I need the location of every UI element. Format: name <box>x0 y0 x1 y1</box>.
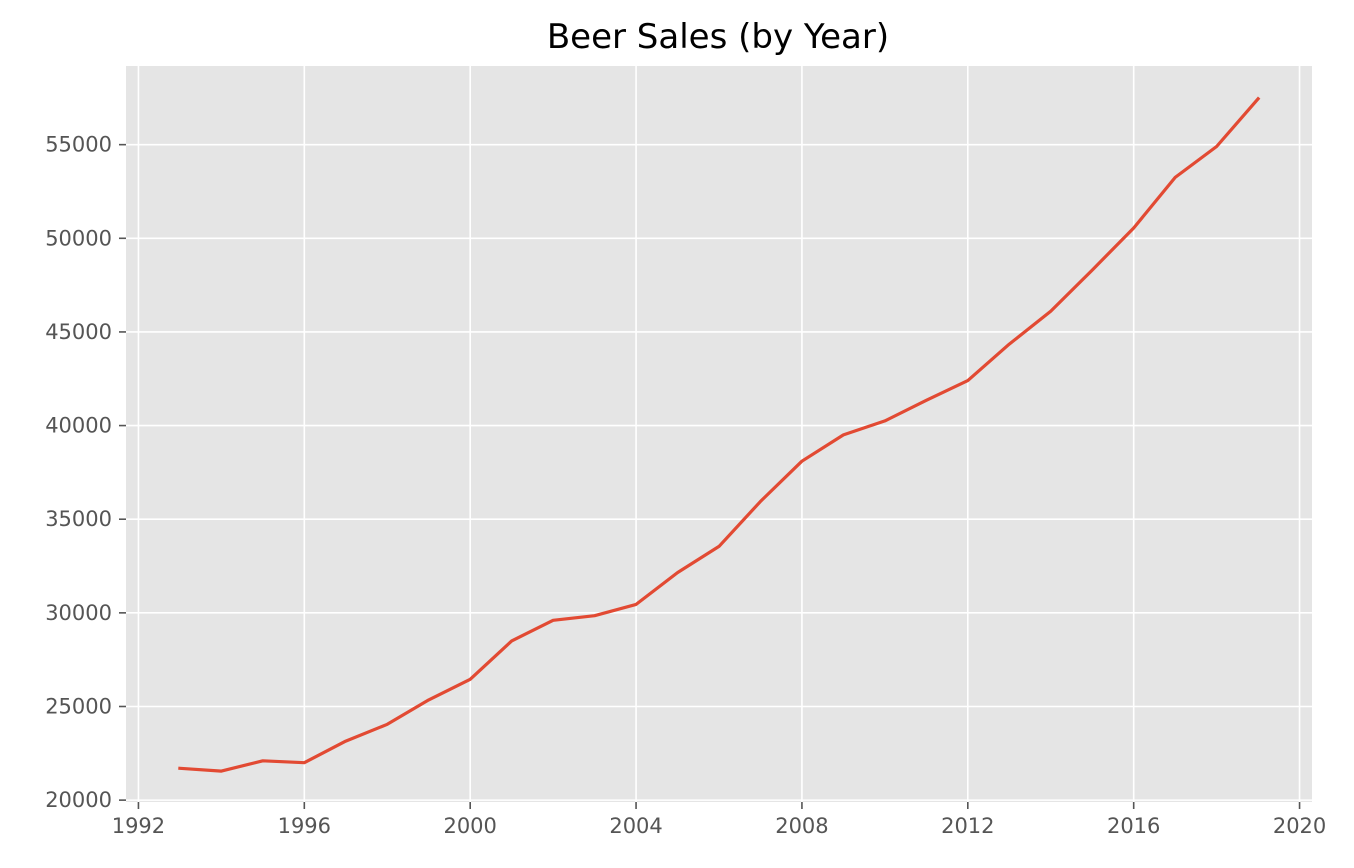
y-tick-label: 45000 <box>45 320 112 344</box>
series-layer <box>178 96 1261 773</box>
y-tick-label: 35000 <box>45 507 112 531</box>
grid-lines <box>126 66 1312 802</box>
y-tick-label: 55000 <box>45 133 112 157</box>
axis-ticks: 1992 1996 2000 2004 2008 2012 2016 2020 20000 250… <box>45 133 1326 838</box>
y-tick-label: 40000 <box>45 414 112 438</box>
plot-area <box>126 66 1312 802</box>
x-tick-label: 1996 <box>278 814 331 838</box>
x-tick-label: 2016 <box>1107 814 1160 838</box>
x-tick-label: 2020 <box>1273 814 1326 838</box>
x-tick-label: 2008 <box>775 814 828 838</box>
chart-title: Beer Sales (by Year) <box>547 17 889 57</box>
x-tick-label: 1992 <box>112 814 165 838</box>
series-line <box>178 96 1261 773</box>
x-tick-label: 2004 <box>609 814 662 838</box>
y-tick-label: 25000 <box>45 694 112 718</box>
y-tick-label: 20000 <box>45 788 112 812</box>
x-tick-label: 2000 <box>443 814 496 838</box>
y-tick-label: 50000 <box>45 226 112 250</box>
y-tick-label: 30000 <box>45 601 112 625</box>
x-tick-label: 2012 <box>941 814 994 838</box>
